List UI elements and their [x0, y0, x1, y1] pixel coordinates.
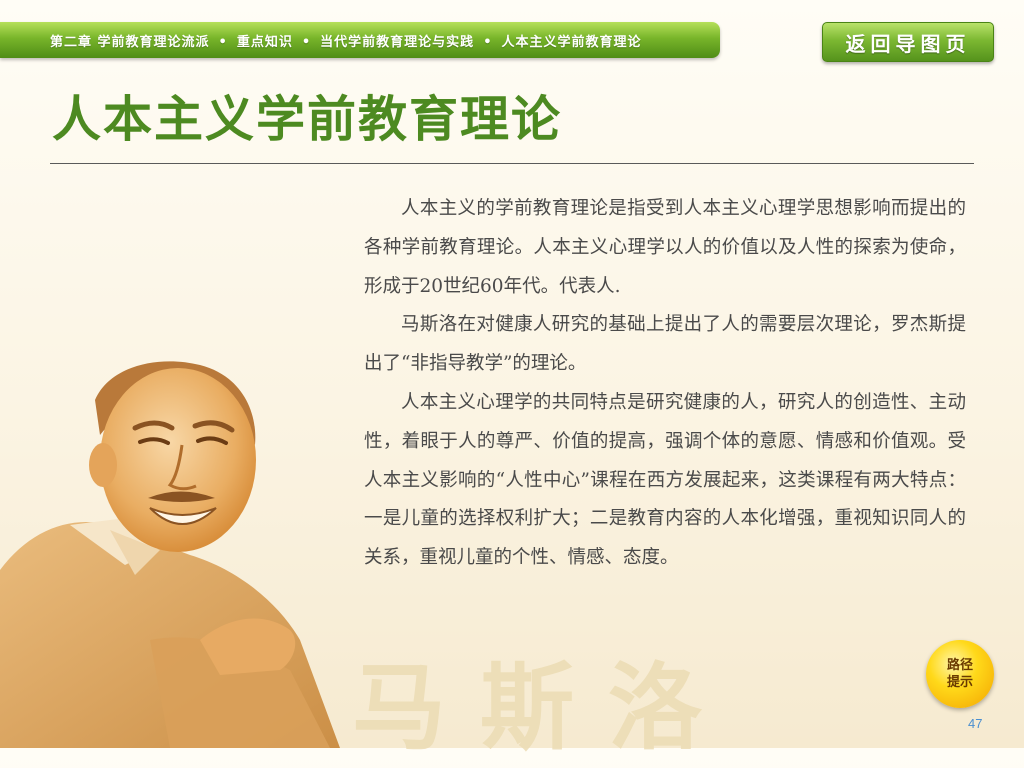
title-divider — [50, 163, 974, 164]
path-hint-label: 路径提示 — [946, 658, 973, 690]
breadcrumb-separator: • — [301, 34, 312, 50]
paragraph-representatives: 马斯洛在对健康人研究的基础上提出了人的需要层次理论，罗杰斯提出了“非指导教学”的… — [364, 314, 966, 375]
body-text: 人本主义的学前教育理论是指受到人本主义心理学思想影响而提出的各种学前教育理论。人… — [364, 190, 966, 578]
watermark-name: 马斯洛 — [352, 653, 737, 763]
breadcrumb-separator: • — [218, 34, 228, 50]
breadcrumb-item-current[interactable]: 人本主义学前教育理论 — [501, 34, 642, 50]
breadcrumb-item-contemporary-theory[interactable]: 当代学前教育理论与实践 — [320, 34, 475, 50]
page-title: 人本主义学前教育理论 — [52, 91, 563, 148]
breadcrumb: 第二章 学前教育理论流派 • 重点知识 • 当代学前教育理论与实践 • 人本主义学前教育理论 — [50, 31, 642, 50]
page-number: 47 — [968, 716, 983, 731]
breadcrumb-item-chapter[interactable]: 第二章 学前教育理论流派 — [50, 34, 210, 50]
paragraph-features: 人本主义心理学的共同特点是研究健康的人，研究人的创造性、主动性，着眼于人的尊严、… — [364, 391, 966, 569]
breadcrumb-bar: 第二章 学前教育理论流派 • 重点知识 • 当代学前教育理论与实践 • 人本主义学前教育理论 — [0, 22, 720, 58]
back-to-map-button[interactable]: 返回导图页 — [822, 22, 994, 62]
breadcrumb-item-key-knowledge[interactable]: 重点知识 — [236, 34, 293, 50]
breadcrumb-separator: • — [483, 34, 493, 50]
portrait-photo-icon — [0, 361, 340, 748]
paragraph-definition: 人本主义的学前教育理论是指受到人本主义心理学思想影响而提出的各种学前教育理论。人… — [364, 198, 966, 297]
path-hint-button[interactable]: 路径提示 — [926, 640, 994, 708]
